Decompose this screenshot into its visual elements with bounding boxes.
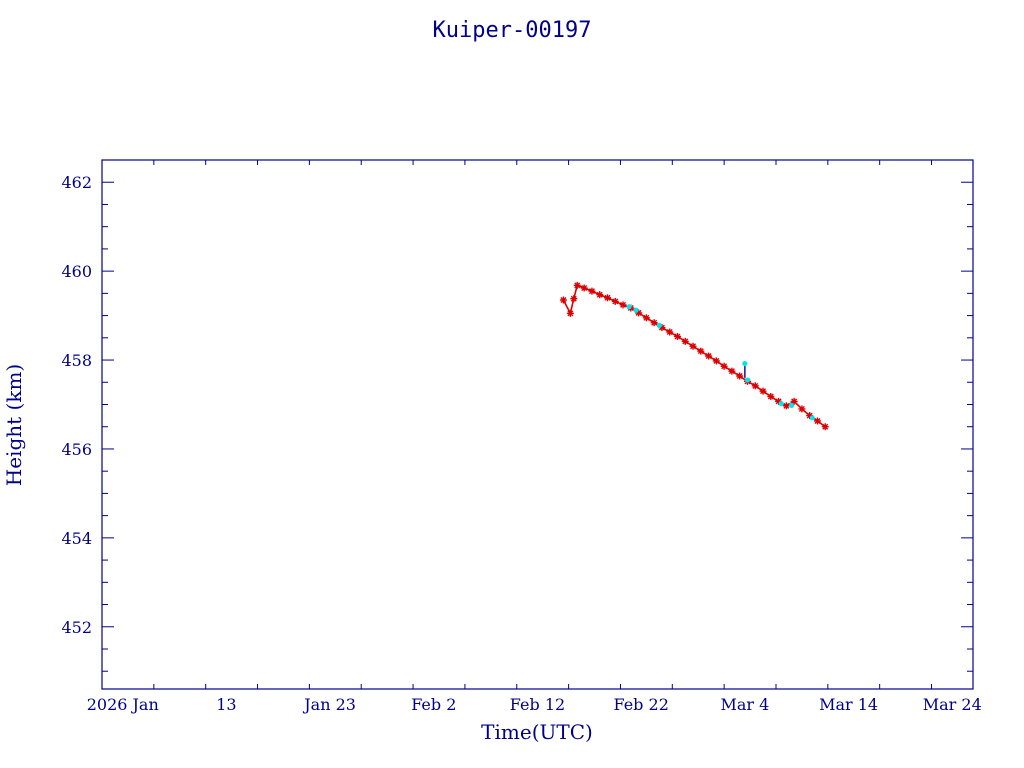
data-point (742, 360, 748, 367)
y-tick-label: 454 (61, 529, 92, 548)
data-point (559, 296, 567, 304)
data-point (728, 367, 736, 375)
data-point (588, 287, 596, 295)
x-tick-label: Feb 12 (510, 695, 565, 714)
data-point (656, 322, 662, 328)
data-point (611, 297, 619, 305)
data-point (666, 328, 674, 336)
data-point (788, 402, 795, 408)
y-tick-label: 460 (61, 262, 92, 281)
data-point (697, 347, 705, 355)
x-tick-label: Mar 4 (720, 695, 769, 714)
data-point (751, 382, 759, 390)
data-point (809, 415, 815, 421)
data-point (705, 352, 713, 360)
data-point (626, 304, 632, 310)
y-tick-label: 452 (61, 618, 92, 637)
data-point (681, 337, 689, 345)
data-point (821, 423, 829, 431)
data-point (720, 362, 728, 370)
data-point (635, 309, 643, 317)
data-point (712, 357, 720, 365)
data-point (566, 309, 574, 317)
data-point (782, 402, 790, 410)
data-point (603, 294, 611, 302)
x-tick-label: Mar 14 (819, 695, 878, 714)
chart-title: Kuiper-00197 (433, 18, 592, 43)
y-axis: 452 454 456 458 460 462 (61, 159, 973, 672)
data-point (798, 405, 806, 413)
x-tick-label: 2026 Jan (87, 695, 159, 714)
data-point (744, 377, 751, 383)
data-point (642, 314, 650, 322)
data-point (570, 295, 578, 303)
y-tick-label: 462 (61, 173, 92, 192)
x-axis-label: Time(UTC) (481, 720, 593, 744)
x-tick-label: Feb 2 (411, 695, 456, 714)
data-point (689, 342, 697, 350)
data-point (619, 301, 627, 309)
y-axis-label: Height (km) (2, 364, 26, 486)
data-point (736, 372, 744, 380)
data-point (596, 291, 604, 299)
data-point (759, 387, 767, 395)
data-point (580, 284, 588, 292)
data-point (650, 319, 658, 327)
y-tick-label: 458 (61, 351, 92, 370)
x-tick-label: Jan 23 (302, 695, 356, 714)
series-points (559, 281, 829, 431)
x-tick-label: Feb 22 (613, 695, 668, 714)
data-point (813, 417, 821, 425)
x-tick-label: 13 (216, 695, 236, 714)
data-point (673, 332, 681, 340)
y-tick-label: 456 (61, 440, 92, 459)
plot-frame (101, 159, 974, 690)
data-point (767, 392, 775, 400)
x-tick-label: Mar 24 (923, 695, 982, 714)
data-point (633, 307, 639, 313)
x-axis: 2026 Jan 13 Jan 23 Feb 2 Feb 12 Feb 22 Mar 4 Ma… (87, 160, 982, 714)
data-point (778, 401, 784, 407)
data-point (573, 281, 581, 289)
